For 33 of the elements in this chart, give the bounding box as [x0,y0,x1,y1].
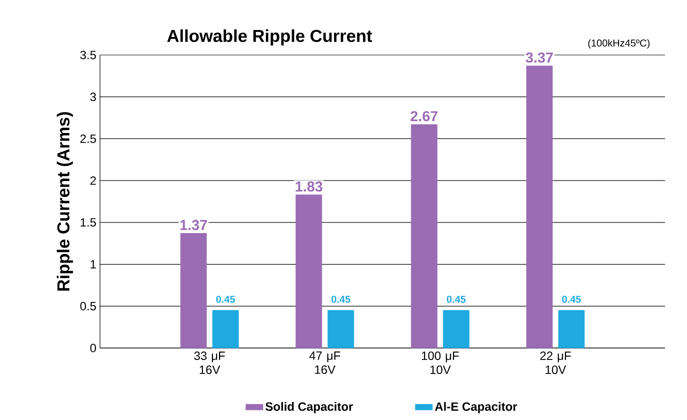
data-label: 0.45 [446,296,466,303]
y-tick-label: 1 [90,260,96,268]
y-tick-label: 0 [90,344,96,352]
bar [526,66,553,348]
bar [558,310,585,348]
x-tick-label: 33 μF 16V [194,352,225,374]
y-tick-label: 0.5 [80,302,96,310]
legend-label: Al-E Capacitor [434,402,518,414]
data-label: 1.37 [180,220,207,230]
x-tick-label: 100 μF 10V [422,352,459,374]
y-tick-label: 1.5 [80,218,96,227]
bar [296,194,322,348]
data-label: 0.45 [562,296,581,303]
data-label: 3.37 [526,52,553,63]
bar [410,124,438,348]
data-label: 0.45 [332,296,350,303]
bar [442,310,470,348]
bar [212,310,239,348]
y-tick-label: 2.5 [80,134,96,143]
bar [328,310,354,348]
data-label: 0.45 [216,296,235,303]
y-axis-title: Ripple Current (Arms) [56,112,73,291]
x-tick-label: 22 μF 10V [540,352,571,374]
y-tick-label: 3 [90,92,96,102]
y-tick-label: 3.5 [80,50,96,60]
text: (100kHz45ºC) [588,39,650,49]
bar [180,233,207,348]
chart-title: Allowable Ripple Current [167,29,372,46]
legend-label: Solid Capacitor [266,402,353,414]
x-tick-label: 47 μF 16V [309,352,340,374]
data-label: 2.67 [410,111,438,122]
data-label: 1.83 [296,181,322,192]
y-tick-label: 2 [90,176,96,185]
